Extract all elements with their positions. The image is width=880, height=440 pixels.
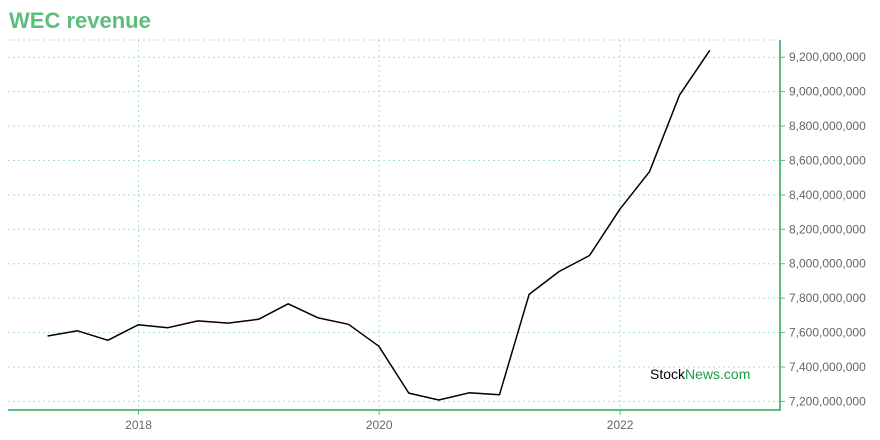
x-tick-label: 2020 <box>366 418 393 432</box>
x-axis-ticks: 2018 2020 2022 <box>125 410 634 432</box>
x-tick-label: 2018 <box>125 418 152 432</box>
watermark-news: News.com <box>685 366 750 382</box>
y-tick-label: 8,400,000,000 <box>789 188 866 202</box>
series-line <box>47 49 711 401</box>
y-tick-label: 9,000,000,000 <box>789 85 866 99</box>
series-group <box>47 49 711 401</box>
chart-title: WEC revenue <box>9 8 151 33</box>
axes <box>8 40 781 411</box>
y-axis-ticks: 7,200,000,000 7,400,000,000 7,600,000,000 7… <box>780 50 866 408</box>
y-tick-label: 7,400,000,000 <box>789 360 866 374</box>
watermark: StockNews.com <box>650 366 750 382</box>
y-tick-label: 8,600,000,000 <box>789 153 866 167</box>
x-tick-label: 2022 <box>607 418 634 432</box>
y-tick-label: 7,800,000,000 <box>789 291 866 305</box>
y-tick-label: 8,000,000,000 <box>789 257 866 271</box>
y-tick-label: 9,200,000,000 <box>789 50 866 64</box>
grid-lines <box>8 39 780 410</box>
y-tick-label: 8,200,000,000 <box>789 222 866 236</box>
y-tick-label: 7,600,000,000 <box>789 326 866 340</box>
watermark-stock: Stock <box>650 366 686 382</box>
y-tick-label: 8,800,000,000 <box>789 119 866 133</box>
y-tick-label: 7,200,000,000 <box>789 394 866 408</box>
